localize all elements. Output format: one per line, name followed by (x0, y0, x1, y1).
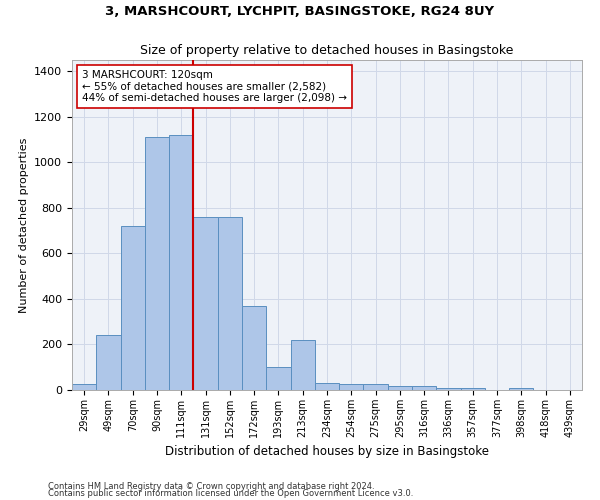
X-axis label: Distribution of detached houses by size in Basingstoke: Distribution of detached houses by size … (165, 446, 489, 458)
Bar (388, 386, 412, 390)
Bar (364, 384, 388, 390)
Text: Contains public sector information licensed under the Open Government Licence v3: Contains public sector information licen… (48, 489, 413, 498)
Text: Contains HM Land Registry data © Crown copyright and database right 2024.: Contains HM Land Registry data © Crown c… (48, 482, 374, 491)
Bar (121, 226, 145, 390)
Text: 3, MARSHCOURT, LYCHPIT, BASINGSTOKE, RG24 8UY: 3, MARSHCOURT, LYCHPIT, BASINGSTOKE, RG2… (106, 5, 494, 18)
Bar (461, 388, 485, 390)
Bar (72, 384, 96, 390)
Bar (290, 340, 315, 390)
Title: Size of property relative to detached houses in Basingstoke: Size of property relative to detached ho… (140, 44, 514, 58)
Bar (218, 217, 242, 390)
Bar (242, 306, 266, 390)
Text: 3 MARSHCOURT: 120sqm
← 55% of detached houses are smaller (2,582)
44% of semi-de: 3 MARSHCOURT: 120sqm ← 55% of detached h… (82, 70, 347, 103)
Bar (436, 388, 461, 390)
Bar (145, 138, 169, 390)
Bar (509, 388, 533, 390)
Bar (266, 367, 290, 390)
Bar (412, 386, 436, 390)
Bar (315, 383, 339, 390)
Y-axis label: Number of detached properties: Number of detached properties (19, 138, 29, 312)
Bar (339, 384, 364, 390)
Bar (96, 336, 121, 390)
Bar (169, 135, 193, 390)
Bar (193, 217, 218, 390)
